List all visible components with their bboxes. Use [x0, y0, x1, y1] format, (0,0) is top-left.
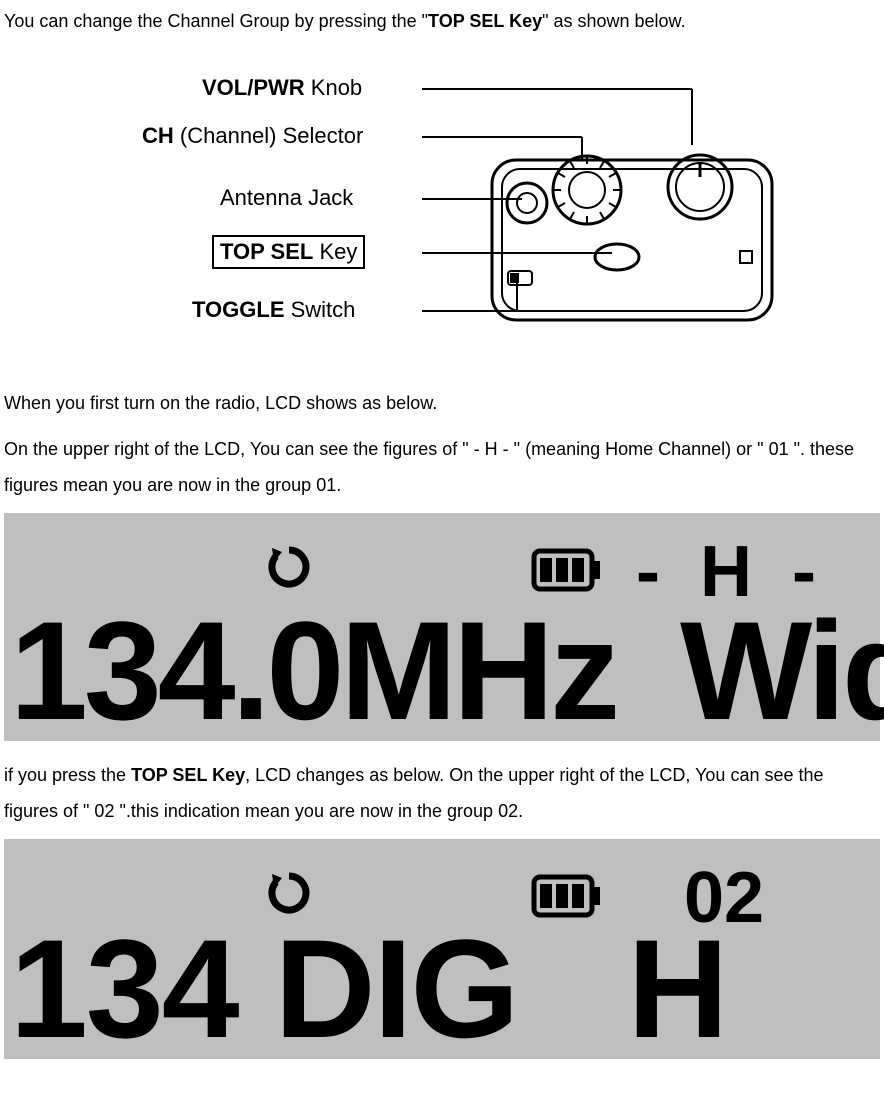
- lcd2-frequency: 134 DIG: [10, 919, 517, 1059]
- para-lcd-2: if you press the TOP SEL Key, LCD change…: [4, 757, 880, 829]
- label-antenna-jack: Antenna Jack: [220, 185, 353, 211]
- battery-icon: [530, 547, 604, 598]
- lcd2-mode: H: [627, 919, 726, 1059]
- lcd1-frequency: 134.0MHz: [10, 601, 616, 741]
- battery-icon: [530, 873, 604, 924]
- intro-prefix: You can change the Channel Group by pres…: [4, 11, 428, 31]
- label-vol-pwr: VOL/PWR Knob: [202, 75, 362, 101]
- radio-device-icon: [422, 75, 802, 355]
- lcd-display-2: 02 134 DIG H: [4, 839, 880, 1059]
- para-lcd-intro-1: When you first turn on the radio, LCD sh…: [4, 385, 880, 421]
- lcd-display-1: - H - 134.0MHz Wid: [4, 513, 880, 741]
- label-top-sel-key: TOP SEL Key: [212, 235, 365, 269]
- label-ch-selector: CH (Channel) Selector: [142, 123, 363, 149]
- lcd1-mode: Wid: [680, 601, 884, 741]
- label-toggle-switch: TOGGLE Switch: [192, 297, 355, 323]
- radio-top-diagram: VOL/PWR Knob CH (Channel) Selector Anten…: [82, 75, 802, 355]
- intro-suffix: " as shown below.: [542, 11, 685, 31]
- para-lcd-intro-2: On the upper right of the LCD, You can s…: [4, 431, 880, 503]
- intro-bold: TOP SEL Key: [428, 11, 542, 31]
- intro-text: You can change the Channel Group by pres…: [4, 8, 880, 35]
